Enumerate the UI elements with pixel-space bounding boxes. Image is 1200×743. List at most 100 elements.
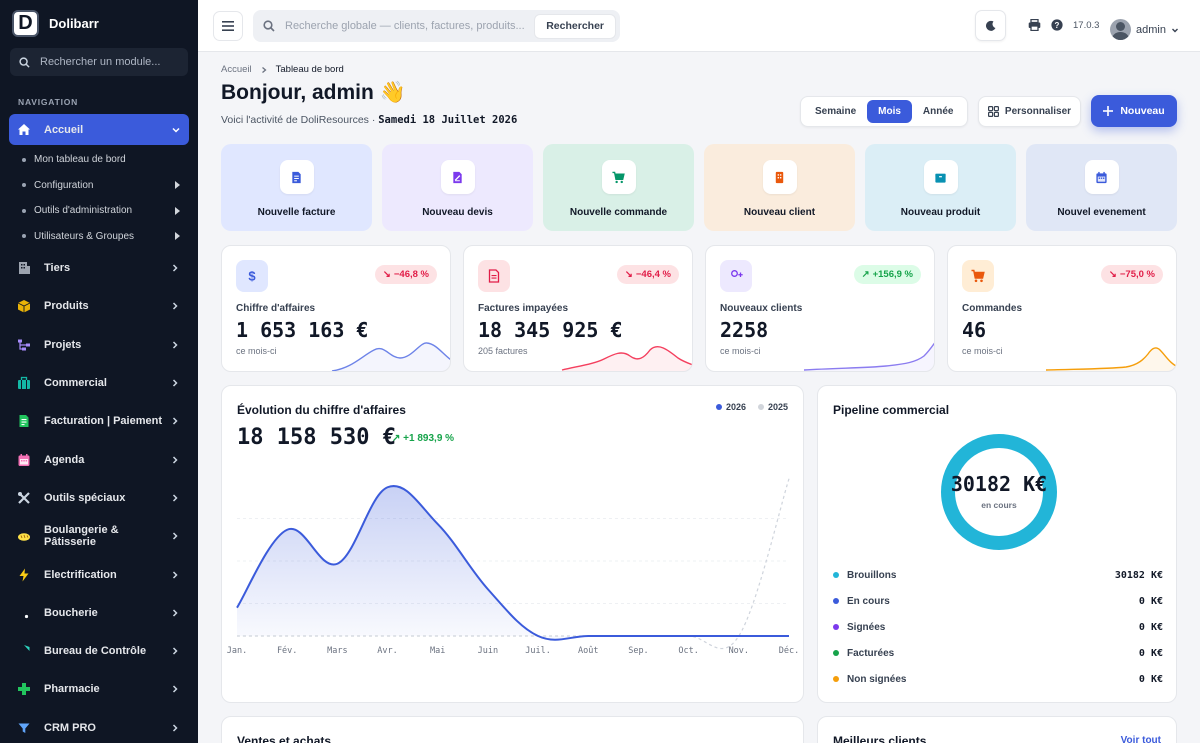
series-2026-area <box>237 486 789 640</box>
quick-action-card[interactable]: Nouvelle facture <box>221 144 372 231</box>
sidebar-item-accueil[interactable]: Accueil <box>9 114 189 145</box>
pipeline-row-value: 0 K€ <box>1138 595 1163 607</box>
trend-badge: ↗ +156,9 % <box>853 265 921 284</box>
kpi-label: Commandes <box>962 303 1023 314</box>
global-search-input[interactable] <box>285 20 535 32</box>
x-tick-label: Nov. <box>729 646 749 656</box>
user-menu[interactable]: admin <box>1110 19 1180 40</box>
sales-title: Ventes et achats <box>237 734 332 743</box>
pipeline-title: Pipeline commercial <box>833 403 950 417</box>
quick-action-card[interactable]: Nouveau produit <box>865 144 1016 231</box>
customize-button[interactable]: Personnaliser <box>978 96 1081 127</box>
pipeline-row[interactable]: Signées 0 K€ <box>833 614 1163 640</box>
kpi-card[interactable]: ↘ −46,4 % Factures impayées 18 345 925 € 205… <box>463 245 693 372</box>
sidebar-item[interactable]: Produits <box>0 287 198 325</box>
pipeline-row[interactable]: Brouillons 30182 K€ <box>833 562 1163 588</box>
module-search[interactable]: Rechercher un module... <box>10 48 188 76</box>
kpi-card[interactable]: ↘ −75,0 % Commandes 46 ce mois-ci <box>947 245 1177 372</box>
kpi-subtext: ce mois-ci <box>236 346 277 356</box>
quick-action-label: Nouveau devis <box>422 207 493 218</box>
chevron-right-icon <box>172 264 178 272</box>
sidebar-item[interactable]: Pharmacie <box>0 670 198 708</box>
sidebar-item-label: Projets <box>44 338 82 351</box>
pipeline-row-label: Brouillons <box>847 569 897 581</box>
caret-right-icon <box>175 181 180 190</box>
period-option[interactable]: Année <box>922 106 954 117</box>
kpi-card[interactable]: ↗ +156,9 % Nouveaux clients 2258 ce mois-ci <box>705 245 935 372</box>
status-dot <box>833 572 839 578</box>
bolt-icon <box>17 568 31 582</box>
sidebar-item[interactable]: Tiers <box>0 249 198 287</box>
sidebar: D Dolibarr Rechercher un module... NAVIG… <box>0 0 198 743</box>
theme-toggle-button[interactable] <box>975 10 1006 41</box>
quick-action-card[interactable]: Nouvelle commande <box>543 144 694 231</box>
brand[interactable]: D Dolibarr <box>0 0 198 46</box>
trend-value: +156,9 % <box>872 269 913 280</box>
calendar-icon <box>17 453 31 467</box>
kpi-sparkline <box>561 346 692 371</box>
pipeline-row[interactable]: Non signées 0 K€ <box>833 666 1163 692</box>
trend-value: −46,8 % <box>393 269 429 280</box>
quick-action-label: Nouvelle facture <box>257 207 336 218</box>
pipeline-row[interactable]: Facturées 0 K€ <box>833 640 1163 666</box>
chevron-right-icon <box>172 341 178 349</box>
sidebar-item-label: Accueil <box>44 123 84 136</box>
sidebar-subitem[interactable]: Mon tableau de bord <box>0 147 198 173</box>
sidebar-item[interactable]: CRM PRO <box>0 709 198 743</box>
sidebar-item-label: Bureau de Contrôle <box>44 645 147 658</box>
sidebar-item[interactable]: Boucherie <box>0 594 198 632</box>
pipeline-row[interactable]: En cours 0 K€ <box>833 588 1163 614</box>
pipeline-row-label: Signées <box>847 621 886 633</box>
bread-icon <box>17 529 31 543</box>
breadcrumb: Accueil Tableau de bord <box>221 64 344 75</box>
nav-section-title: NAVIGATION <box>18 97 79 107</box>
status-dot <box>833 624 839 630</box>
legend-item[interactable]: 2025 <box>757 402 788 412</box>
printer-icon[interactable] <box>1028 19 1041 31</box>
trend-arrow-icon: ↗ <box>861 269 870 280</box>
current-date: Samedi 18 Juillet 2026 <box>378 114 518 126</box>
sidebar-item[interactable]: Outils spéciaux <box>0 479 198 517</box>
sidebar-item-label: CRM PRO <box>44 721 96 734</box>
sidebar-item-label: Electrification <box>44 568 117 581</box>
svg-text:?: ? <box>1055 21 1060 30</box>
new-label: Nouveau <box>1120 105 1165 117</box>
page-subtitle: Voici l'activité de DoliResources · Same… <box>221 114 517 126</box>
pipeline-row-value: 0 K€ <box>1138 647 1163 659</box>
x-tick-label: Oct. <box>678 646 698 656</box>
pipeline-row-value: 0 K€ <box>1138 673 1163 685</box>
kpi-card[interactable]: $ ↘ −46,8 % Chiffre d'affaires 1 653 163 € ce… <box>221 245 451 372</box>
sidebar-item[interactable]: Boulangerie & Pâtisserie <box>0 517 198 555</box>
funnel-icon <box>17 721 31 735</box>
sidebar-item-label: Produits <box>44 300 89 313</box>
quick-action-card[interactable]: Nouvel evenement <box>1026 144 1177 231</box>
sidebar-item[interactable]: Electrification <box>0 555 198 593</box>
donut-ring <box>941 434 1057 550</box>
sidebar-item[interactable]: Projets <box>0 326 198 364</box>
help-icon[interactable]: ? <box>1051 19 1063 31</box>
breadcrumb-home[interactable]: Accueil <box>221 64 252 75</box>
pipeline-row-label: Facturées <box>847 647 895 659</box>
period-option[interactable]: Semaine <box>815 106 857 117</box>
sidebar-item-label: Boucherie <box>44 606 98 619</box>
plus-icon <box>1103 106 1114 116</box>
sidebar-item[interactable]: Facturation | Paiement <box>0 402 198 440</box>
sidebar-subitem-label: Outils d'administration <box>34 205 133 217</box>
sidebar-item[interactable]: Bureau de Contrôle <box>0 632 198 670</box>
kpi-subtext: ce mois-ci <box>720 346 761 356</box>
legend-item[interactable]: 2026 <box>715 402 746 412</box>
sidebar-subitem[interactable]: Utilisateurs & Groupes <box>0 224 198 250</box>
period-option[interactable]: Mois <box>867 100 912 123</box>
sidebar-subitem[interactable]: Outils d'administration <box>0 198 198 224</box>
sidebar-item[interactable]: Agenda <box>0 440 198 478</box>
quick-action-card[interactable]: Nouveau client <box>704 144 855 231</box>
menu-toggle-button[interactable] <box>213 11 243 41</box>
sidebar-subitem[interactable]: Configuration <box>0 173 198 199</box>
quick-action-card[interactable]: Nouveau devis <box>382 144 533 231</box>
new-button[interactable]: Nouveau <box>1091 95 1177 127</box>
pipeline-card: Pipeline commercial 30182 K€ en cours Br… <box>817 385 1177 703</box>
kpi-value: 1 653 163 € <box>236 318 369 342</box>
search-button[interactable]: Rechercher <box>534 13 616 39</box>
sidebar-item[interactable]: Commercial <box>0 364 198 402</box>
see-all-link[interactable]: Voir tout <box>1120 735 1161 743</box>
